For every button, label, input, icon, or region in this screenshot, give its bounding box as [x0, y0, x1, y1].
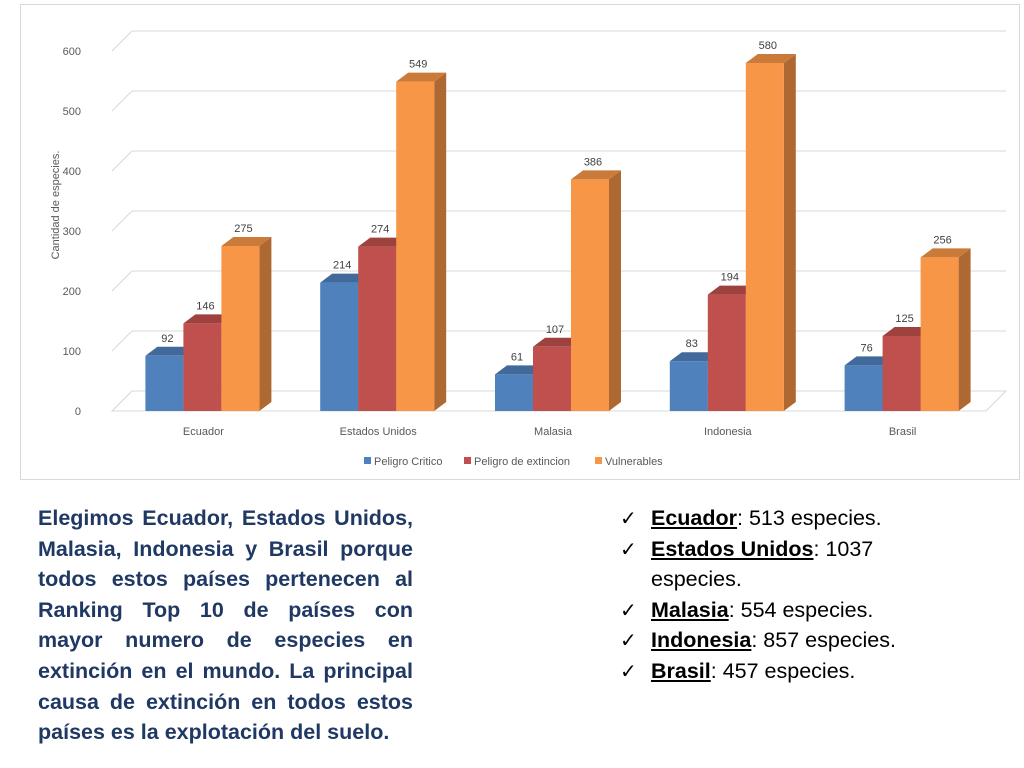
- x-tick-label: Indonesia: [704, 426, 753, 438]
- bar-top: [495, 365, 545, 375]
- gridline-side: [111, 30, 133, 52]
- y-tick-label: 300: [63, 226, 81, 238]
- country-name: Ecuador: [651, 506, 738, 530]
- y-tick-label: 100: [63, 346, 81, 358]
- bar: [920, 257, 959, 411]
- bar: [320, 282, 359, 411]
- y-tick-label: 400: [63, 166, 81, 178]
- data-label: 256: [933, 234, 951, 246]
- y-tick-label: 500: [63, 106, 81, 118]
- legend-swatch: [464, 457, 471, 464]
- bar: [844, 365, 883, 411]
- description-paragraph: Elegimos Ecuador, Estados Unidos, Malasi…: [38, 506, 413, 745]
- chart-container: 0 100 200 300 400 500 600 Cantidad de especies.…: [20, 4, 1020, 480]
- legend-swatch: [595, 457, 602, 464]
- bar: [358, 246, 397, 411]
- bar: [707, 294, 746, 411]
- data-label: 76: [860, 342, 872, 354]
- y-axis-title: Cantidad de especies.: [50, 151, 62, 260]
- bar-top: [571, 170, 621, 180]
- bar-top: [707, 285, 758, 295]
- data-label: 549: [409, 59, 427, 71]
- checkmark-icon: ✓: [620, 506, 637, 530]
- species-count: : 457 especies.: [710, 658, 856, 683]
- gridline-side: [111, 150, 133, 172]
- data-label: 92: [161, 333, 173, 345]
- bar-top: [533, 337, 583, 347]
- checkmark-icon: ✓: [620, 536, 637, 561]
- legend-entry: Vulnerables: [605, 456, 663, 468]
- bar: [183, 323, 222, 411]
- species-count: : 554 especies.: [728, 597, 874, 622]
- data-label: 125: [895, 313, 913, 325]
- bar-top: [920, 248, 971, 258]
- country-name: Brasil: [651, 658, 711, 683]
- y-tick-label: 200: [63, 286, 81, 298]
- y-tick-label: 0: [75, 406, 81, 418]
- bar: [396, 81, 435, 411]
- bar-side: [958, 248, 971, 411]
- bar-top: [221, 237, 272, 246]
- bar-top: [145, 346, 196, 356]
- checkmark-icon: ✓: [620, 597, 637, 622]
- species-item-malasia: ✓ Malasia: 554 especies.: [618, 595, 948, 626]
- legend-entry: Peligro de extincion: [474, 456, 570, 468]
- species-count: : 857 especies.: [751, 628, 896, 653]
- country-name: Estados Unidos: [651, 536, 814, 561]
- y-tick-label: 600: [63, 46, 81, 58]
- bar-side: [434, 72, 447, 411]
- bar-top: [358, 237, 409, 247]
- species-totals-list: ✓ Ecuador: 513 especies. ✓ Estados Unido…: [618, 503, 948, 687]
- bar-top: [844, 356, 895, 366]
- data-label: 214: [333, 260, 351, 272]
- bar-top: [882, 327, 933, 336]
- bar-chart: 0 100 200 300 400 500 600 Cantidad de especies.…: [50, 30, 1008, 468]
- bar-side: [609, 170, 621, 411]
- legend-swatch: [364, 457, 371, 464]
- data-label: 146: [196, 300, 214, 312]
- species-item-brasil: ✓ Brasil: 457 especies.: [618, 656, 948, 687]
- gridline-side: [111, 330, 133, 352]
- bar: [571, 179, 609, 411]
- gridline-side: [111, 210, 133, 232]
- country-name: Malasia: [651, 597, 729, 622]
- data-label: 274: [371, 224, 389, 236]
- gridline-side: [111, 270, 133, 292]
- data-label: 83: [686, 338, 698, 350]
- x-tick-label: Malasia: [534, 426, 573, 438]
- bar: [533, 346, 571, 411]
- species-count: : 513 especies.: [737, 506, 882, 530]
- x-tick-label: Brasil: [889, 426, 917, 438]
- data-label: 194: [721, 272, 739, 284]
- x-tick-label: Ecuador: [183, 426, 224, 438]
- bar: [882, 336, 921, 411]
- x-tick-label: Estados Unidos: [340, 426, 418, 438]
- country-name: Indonesia: [651, 628, 752, 653]
- species-count: : 1037 especies.: [651, 536, 874, 592]
- bar-top: [745, 54, 796, 63]
- data-label: 107: [546, 324, 564, 336]
- bar-top: [183, 314, 234, 324]
- checkmark-icon: ✓: [620, 658, 637, 683]
- bar-side: [783, 54, 796, 411]
- gridline-side: [111, 90, 133, 112]
- data-label: 275: [234, 223, 252, 235]
- species-item-estados-unidos: ✓ Estados Unidos: 1037 especies.: [618, 534, 948, 595]
- data-label: 386: [584, 156, 602, 168]
- bar: [669, 361, 708, 411]
- bar-top: [396, 72, 447, 82]
- bar: [221, 246, 260, 411]
- bar-side: [259, 237, 272, 411]
- data-label: 580: [759, 40, 777, 52]
- bar: [495, 374, 533, 411]
- bar: [145, 355, 184, 411]
- bar: [745, 63, 784, 411]
- bar-top: [320, 273, 371, 283]
- species-item-indonesia: ✓ Indonesia: 857 especies.: [618, 625, 948, 656]
- data-label: 61: [511, 351, 523, 363]
- bar-top: [669, 352, 720, 362]
- species-item-ecuador: ✓ Ecuador: 513 especies.: [618, 503, 948, 534]
- legend-entry: Peligro Critico: [374, 456, 442, 468]
- checkmark-icon: ✓: [620, 628, 637, 653]
